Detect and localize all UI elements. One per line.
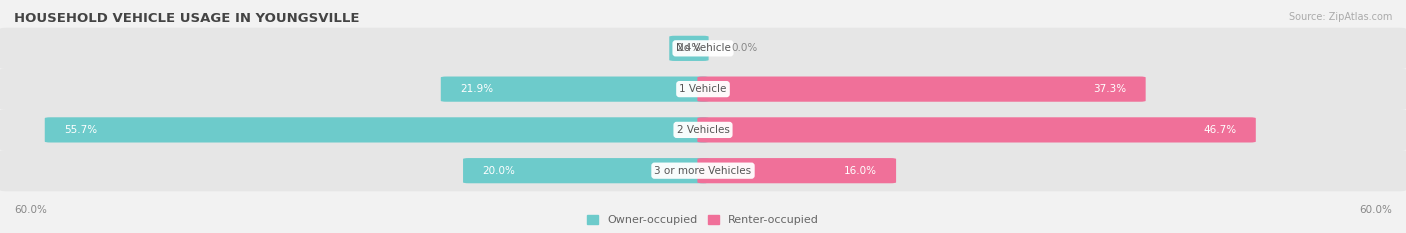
Text: 60.0%: 60.0% [14,205,46,215]
FancyBboxPatch shape [0,69,1406,110]
FancyBboxPatch shape [45,117,709,143]
Text: HOUSEHOLD VEHICLE USAGE IN YOUNGSVILLE: HOUSEHOLD VEHICLE USAGE IN YOUNGSVILLE [14,12,360,25]
FancyBboxPatch shape [0,28,1406,69]
FancyBboxPatch shape [669,36,709,61]
Text: 60.0%: 60.0% [1360,205,1392,215]
Legend: Owner-occupied, Renter-occupied: Owner-occupied, Renter-occupied [586,215,820,225]
FancyBboxPatch shape [441,76,709,102]
Text: 46.7%: 46.7% [1204,125,1236,135]
Text: 1 Vehicle: 1 Vehicle [679,84,727,94]
Text: 20.0%: 20.0% [482,166,516,176]
Text: 2.4%: 2.4% [676,43,702,53]
Text: 21.9%: 21.9% [461,84,494,94]
Text: 3 or more Vehicles: 3 or more Vehicles [654,166,752,176]
FancyBboxPatch shape [0,150,1406,191]
FancyBboxPatch shape [697,158,896,183]
Text: 55.7%: 55.7% [65,125,97,135]
Text: Source: ZipAtlas.com: Source: ZipAtlas.com [1288,12,1392,22]
FancyBboxPatch shape [463,158,709,183]
Text: No Vehicle: No Vehicle [675,43,731,53]
FancyBboxPatch shape [697,117,1256,143]
Text: 0.0%: 0.0% [731,43,758,53]
Text: 2 Vehicles: 2 Vehicles [676,125,730,135]
FancyBboxPatch shape [0,109,1406,151]
Text: 37.3%: 37.3% [1092,84,1126,94]
FancyBboxPatch shape [697,76,1146,102]
Text: 16.0%: 16.0% [844,166,876,176]
